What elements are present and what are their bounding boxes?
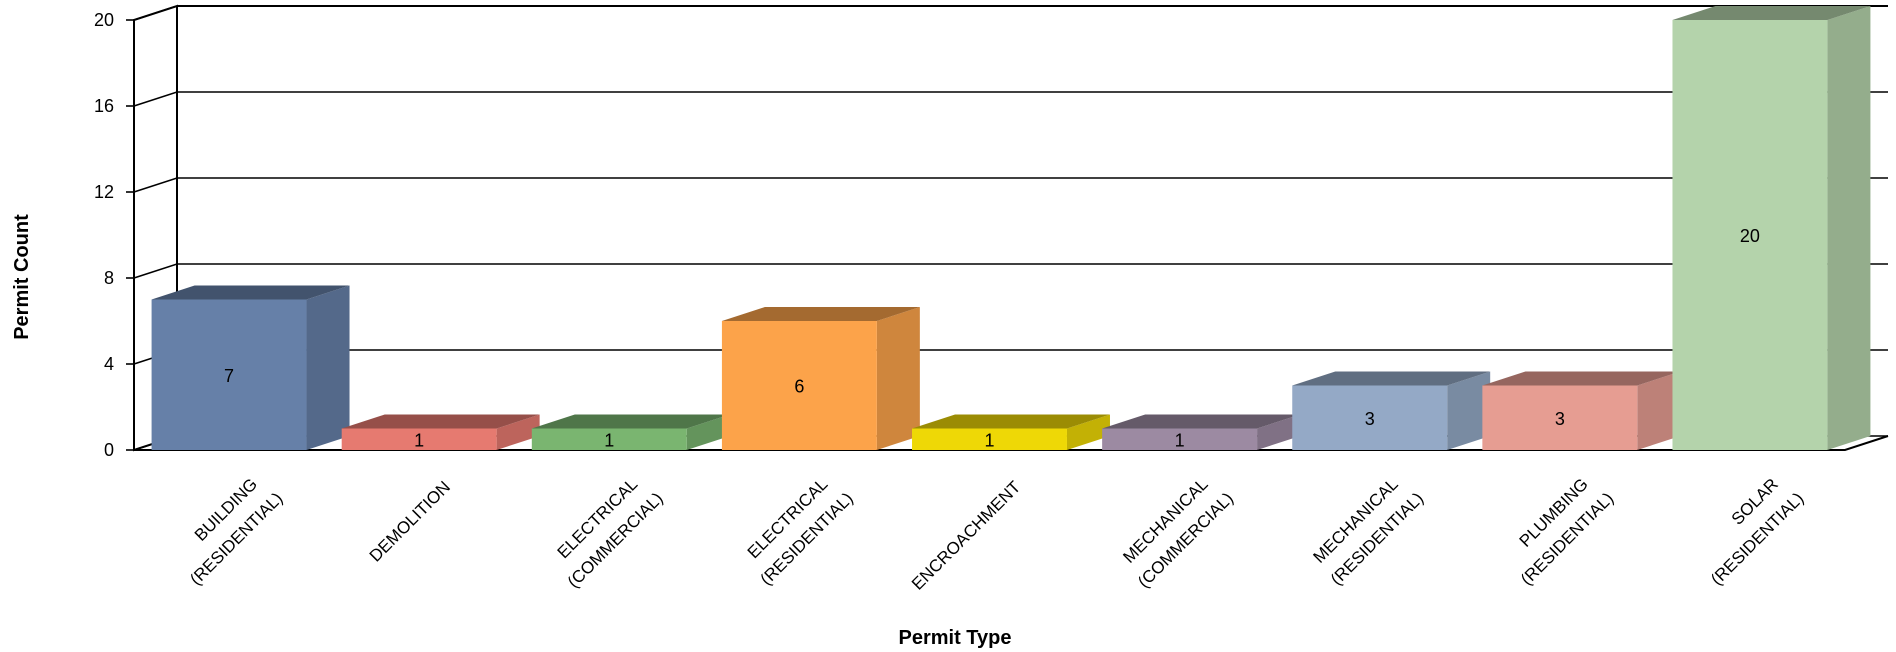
x-tick-label: ENCROACHMENT (908, 477, 1024, 593)
y-axis-title: Permit Count (11, 214, 33, 340)
data-label: 3 (1365, 409, 1375, 429)
x-tick-label: DEMOLITION (366, 477, 454, 565)
x-tick-label: ELECTRICAL(COMMERCIAL) (544, 469, 667, 592)
gridline (133, 177, 1888, 193)
bar-side (306, 285, 350, 450)
bar (341, 414, 540, 450)
y-tick-label: 20 (94, 10, 114, 30)
data-label: 20 (1740, 226, 1760, 246)
x-tick-label: MECHANICAL(COMMERCIAL) (1114, 469, 1237, 592)
gridline (133, 5, 1888, 21)
bar-front (721, 321, 877, 450)
x-axis-title: Permit Type (899, 627, 1012, 649)
bar-side (1827, 6, 1871, 450)
bar-front (151, 299, 307, 450)
y-tick-label: 8 (104, 268, 114, 288)
bar (912, 414, 1110, 450)
x-tick-label: MECHANICAL(RESIDENTIAL) (1307, 469, 1427, 589)
bar-side (1066, 414, 1110, 450)
bar-top (1672, 6, 1871, 20)
data-labels: 71 161 13 320 (224, 226, 1760, 450)
y-tick-label: 4 (104, 354, 114, 374)
bar-front (1102, 428, 1258, 450)
floor-edge (134, 435, 1889, 451)
bar-front (1482, 385, 1638, 450)
bar-side (1637, 371, 1681, 450)
bar (1482, 371, 1681, 450)
bar-side (1447, 371, 1491, 450)
data-label: 1 (1175, 430, 1185, 450)
data-label: 6 (794, 377, 804, 397)
bar (1102, 414, 1301, 450)
x-tick-label: ELECTRICAL(RESIDENTIAL) (737, 469, 857, 589)
bar (1292, 371, 1491, 450)
x-tick-label: PLUMBING(RESIDENTIAL) (1497, 469, 1617, 589)
y-tick-label: 16 (94, 96, 114, 116)
x-tick-label: BUILDING(RESIDENTIAL) (166, 469, 286, 589)
bar-side (1257, 414, 1301, 450)
data-label: 3 (1555, 409, 1565, 429)
bar-front (341, 428, 497, 450)
gridline (133, 91, 1888, 107)
bar (721, 307, 920, 450)
data-label: 1 (984, 430, 994, 450)
y-tick-label: 0 (104, 440, 114, 460)
bar-side (876, 307, 920, 450)
bar-front (912, 428, 1067, 450)
y-axis-ticks: 0 4 8 12 16 20 (94, 10, 134, 460)
bar-side (686, 414, 730, 450)
bar-top (151, 285, 350, 300)
bar (531, 414, 730, 450)
gridline (133, 349, 1888, 365)
data-label: 7 (224, 366, 234, 386)
data-label: 1 (414, 430, 424, 450)
x-tick-label: SOLAR(RESIDENTIAL) (1687, 469, 1807, 589)
y-tick-label: 12 (94, 182, 114, 202)
bar-top (721, 307, 920, 321)
bar-top (341, 414, 540, 429)
bar-front (1672, 20, 1828, 450)
bar-top (531, 414, 730, 429)
bar-side (496, 414, 540, 450)
bar-top (912, 414, 1110, 429)
bar-front (1292, 385, 1448, 450)
bars (151, 6, 1871, 450)
bar-top (1482, 371, 1681, 386)
bar-front (531, 428, 687, 450)
data-label: 1 (604, 430, 614, 450)
bar (151, 285, 350, 450)
x-axis-categories: BUILDING(RESIDENTIAL) DEMOLITION ELECTRICA… (166, 469, 1807, 594)
bar (1672, 6, 1871, 450)
bar-top (1292, 371, 1491, 386)
bar-top (1102, 414, 1301, 429)
gridline (133, 263, 1888, 279)
